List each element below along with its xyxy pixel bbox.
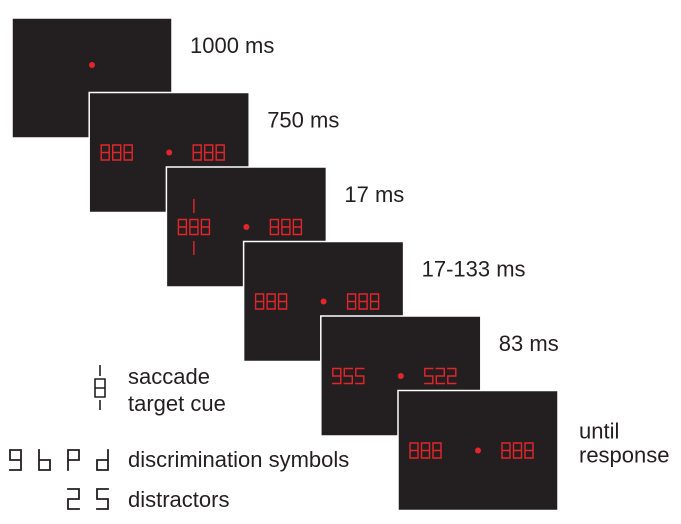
seven-segment-glyph <box>204 144 214 161</box>
digit-group <box>254 293 288 310</box>
seven-segment-glyph <box>192 144 202 161</box>
legend-label: target cue <box>128 391 226 416</box>
duration-label: 17-133 ms <box>422 256 526 281</box>
digit-group <box>409 442 442 459</box>
seven-segment-glyph <box>358 293 368 310</box>
seven-segment-glyph <box>447 367 457 385</box>
legend-label: saccade <box>128 364 210 389</box>
digit-group <box>96 449 109 471</box>
fixation-dot <box>475 447 481 454</box>
seven-segment-glyph <box>501 442 511 459</box>
seven-segment-glyph <box>96 449 109 471</box>
legend-label: discrimination symbols <box>128 447 349 472</box>
seven-segment-glyph <box>94 378 106 398</box>
digit-group <box>501 442 534 459</box>
fixation-dot <box>320 298 327 305</box>
seven-segment-glyph <box>332 367 342 385</box>
seven-segment-glyph <box>96 488 109 510</box>
digit-group <box>177 218 211 236</box>
seven-segment-glyph <box>100 144 110 161</box>
seven-segment-glyph <box>281 218 291 236</box>
seven-segment-glyph <box>343 367 353 385</box>
fixation-dot <box>397 373 404 379</box>
digit-group <box>67 488 80 510</box>
seven-segment-glyph <box>269 218 280 236</box>
seven-segment-glyph <box>254 293 265 310</box>
digit-group <box>9 449 22 471</box>
digit-group <box>346 293 380 310</box>
duration-label: until <box>579 418 619 443</box>
seven-segment-glyph <box>200 218 211 236</box>
digit-group <box>269 218 303 236</box>
seven-segment-glyph <box>524 442 534 459</box>
digit-group <box>67 449 80 471</box>
digit-group <box>332 367 365 385</box>
seven-segment-glyph <box>266 293 276 310</box>
seven-segment-glyph <box>435 367 445 385</box>
seven-segment-glyph <box>409 442 419 459</box>
duration-label: 1000 ms <box>190 33 274 58</box>
digit-group <box>96 488 109 510</box>
seven-segment-glyph <box>67 488 80 510</box>
fixation-dot <box>243 224 250 230</box>
digit-group <box>424 367 457 385</box>
digit-group <box>192 144 225 161</box>
seven-segment-glyph <box>277 293 288 310</box>
duration-label: response <box>579 442 670 467</box>
digit-group <box>38 449 51 471</box>
seven-segment-glyph <box>432 442 442 459</box>
digit-group <box>100 144 133 161</box>
seven-segment-glyph <box>346 293 357 310</box>
seven-segment-glyph <box>420 442 431 459</box>
seven-segment-glyph <box>9 449 22 471</box>
seven-segment-glyph <box>355 367 365 385</box>
duration-label: 17 ms <box>344 182 404 207</box>
seven-segment-glyph <box>123 144 133 161</box>
seven-segment-glyph <box>177 218 188 236</box>
fixation-dot <box>89 62 95 68</box>
digit-group <box>94 378 106 398</box>
seven-segment-glyph <box>67 449 80 471</box>
duration-label: 83 ms <box>499 331 559 356</box>
legend-label: distractors <box>128 487 229 512</box>
seven-segment-glyph <box>215 144 225 161</box>
fixation-dot <box>166 149 173 156</box>
seven-segment-glyph <box>292 218 303 236</box>
duration-label: 750 ms <box>267 107 339 132</box>
seven-segment-glyph <box>38 449 51 471</box>
seven-segment-glyph <box>112 144 122 161</box>
seven-segment-glyph <box>189 218 199 236</box>
seven-segment-glyph <box>424 367 434 385</box>
seven-segment-glyph <box>512 442 523 459</box>
seven-segment-glyph <box>369 293 380 310</box>
